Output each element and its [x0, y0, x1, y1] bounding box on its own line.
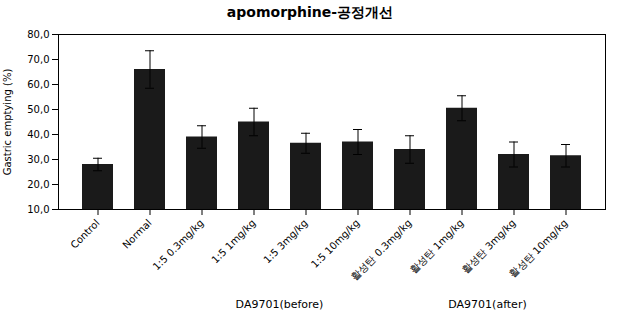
svg-text:DA9701(before): DA9701(before) [236, 298, 324, 311]
svg-text:80,0: 80,0 [27, 29, 49, 40]
svg-text:40,0: 40,0 [27, 129, 49, 140]
svg-text:Normal: Normal [120, 217, 153, 250]
svg-text:1:5 1mg/kg: 1:5 1mg/kg [209, 217, 257, 265]
svg-text:60,0: 60,0 [27, 79, 49, 90]
html-text:apomorphine-공정개선: apomorphine-공정개선 [226, 4, 394, 20]
svg-text:70,0: 70,0 [27, 54, 49, 65]
svg-text:50,0: 50,0 [27, 104, 49, 115]
svg-text:1:5 10mg/kg: 1:5 10mg/kg [309, 217, 362, 270]
svg-text:활성탄 0.3mg/kg: 활성탄 0.3mg/kg [349, 217, 414, 282]
svg-text:20,0: 20,0 [27, 179, 49, 190]
svg-text:Control: Control [68, 217, 101, 250]
svg-text:Gastric emptying (%): Gastric emptying (%) [2, 69, 13, 176]
svg-text:활성탄 1mg/kg: 활성탄 1mg/kg [408, 217, 466, 275]
svg-text:활성탄 3mg/kg: 활성탄 3mg/kg [460, 217, 518, 275]
svg-text:활성탄 10mg/kg: 활성탄 10mg/kg [507, 217, 570, 280]
svg-text:30,0: 30,0 [27, 154, 49, 165]
svg-text:1:5 3mg/kg: 1:5 3mg/kg [261, 217, 309, 265]
svg-text:10,0: 10,0 [27, 204, 49, 215]
svg-text:1:5 0.3mg/kg: 1:5 0.3mg/kg [151, 217, 206, 272]
svg-text:DA9701(after): DA9701(after) [448, 298, 526, 311]
